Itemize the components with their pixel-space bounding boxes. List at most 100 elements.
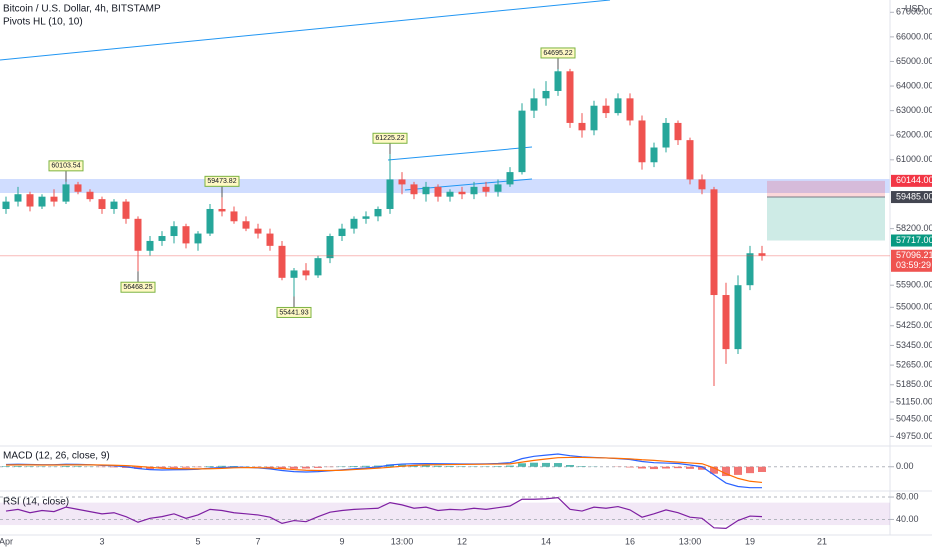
candle-body	[86, 191, 94, 200]
histogram-bar	[290, 466, 298, 469]
pivot-box	[120, 281, 156, 293]
x-tick-label: 13:00	[679, 536, 702, 546]
histogram-bar	[542, 462, 550, 467]
histogram-bar	[638, 466, 646, 469]
price-label: 59485.00	[896, 191, 932, 201]
candle-body	[542, 90, 550, 99]
y-tick-label: 63000.00	[896, 105, 932, 115]
y-tick-label: 52650.00	[896, 359, 932, 369]
y-tick-label: 62000.00	[896, 130, 932, 140]
histogram-bar	[266, 466, 274, 468]
countdown-label: 03:59:29	[896, 260, 931, 270]
channel-top	[387, 146, 533, 161]
candle-body	[386, 179, 394, 209]
y-tick-label: 55000.00	[896, 302, 932, 312]
chart-title: Bitcoin / U.S. Dollar, 4h, BITSTAMP	[3, 4, 161, 15]
macd-title: MACD (12, 26, close, 9)	[3, 451, 110, 462]
y-tick-label: 50450.00	[896, 414, 932, 424]
candle-body	[374, 208, 382, 217]
candle-body	[194, 233, 202, 244]
candle-body	[122, 201, 130, 219]
histogram-bar	[170, 466, 178, 468]
histogram-bar	[278, 466, 286, 469]
target-zone	[767, 197, 885, 241]
histogram-bar	[506, 465, 514, 467]
x-tick-label: 5	[195, 536, 200, 546]
candle-body	[494, 184, 502, 192]
y-tick-label: 58200.00	[896, 223, 932, 233]
candle-body	[14, 194, 22, 202]
candle-body	[290, 270, 298, 278]
histogram-bar	[206, 466, 214, 467]
histogram-bar	[722, 466, 730, 477]
y-tick-label: 61000.00	[896, 154, 932, 164]
pivot-label: 61225.22	[375, 135, 404, 142]
rsi-band	[0, 502, 890, 526]
candle-body	[254, 228, 262, 234]
candle-body	[566, 71, 574, 123]
y-tick-label: 67000.00	[896, 7, 932, 17]
candle-body	[518, 110, 526, 173]
histogram-bar	[182, 466, 190, 468]
price-label: 60144.00	[896, 175, 932, 185]
trend-line	[0, 0, 611, 61]
candle-body	[506, 172, 514, 185]
candle-body	[434, 186, 442, 197]
candle-body	[662, 122, 670, 148]
x-tick-label: 14	[541, 536, 551, 546]
pivot-box	[540, 47, 576, 59]
pivot-label: 60103.54	[51, 163, 80, 170]
pivot-box	[204, 175, 240, 187]
histogram-bar	[302, 466, 310, 469]
candle-body	[626, 98, 634, 121]
histogram-bar	[674, 466, 682, 469]
histogram-bar	[710, 466, 718, 474]
y-tick-label: 49750.00	[896, 431, 932, 441]
pivot-label: 59473.82	[207, 178, 236, 185]
histogram-bar	[662, 466, 670, 469]
candle-body	[734, 285, 742, 350]
zone	[0, 179, 890, 193]
macd-line	[5, 456, 763, 484]
stop-zone	[767, 180, 885, 198]
price-label: 57717.00	[896, 235, 932, 245]
histogram-bar	[746, 466, 754, 474]
histogram-bar	[566, 465, 574, 467]
histogram-bar	[350, 466, 358, 467]
last-price-box	[891, 249, 932, 272]
pivot-box	[372, 132, 408, 144]
currency: USD	[905, 3, 925, 13]
candle-body	[614, 98, 622, 114]
candle-body	[422, 186, 430, 195]
candle-body	[302, 270, 310, 276]
candle-body	[722, 295, 730, 350]
candle-body	[470, 186, 478, 195]
candle-body	[266, 233, 274, 246]
pivot-label: 56468.25	[123, 284, 152, 291]
candle-body	[530, 98, 538, 111]
histogram-bar	[374, 465, 382, 467]
histogram-bar	[14, 466, 22, 467]
candle-body	[590, 105, 598, 131]
candle-body	[218, 208, 226, 212]
y-tick-label: 55900.00	[896, 280, 932, 290]
candle-body	[638, 120, 646, 163]
histogram-bar	[134, 466, 142, 469]
candle-body	[698, 179, 706, 190]
candle-body	[326, 236, 334, 259]
histogram-bar	[554, 463, 562, 467]
y-tick-label: 53450.00	[896, 340, 932, 350]
candle-body	[182, 226, 190, 244]
candle-body	[98, 199, 106, 209]
histogram-bar	[230, 466, 238, 467]
histogram-bar	[110, 466, 118, 468]
histogram-bar	[158, 466, 166, 469]
candle-body	[314, 258, 322, 276]
candle-body	[398, 179, 406, 185]
candle-body	[650, 147, 658, 163]
histogram-bar	[650, 466, 658, 470]
histogram-bar	[2, 466, 10, 467]
candle-body	[350, 218, 358, 229]
x-tick-label: 12	[457, 536, 467, 546]
